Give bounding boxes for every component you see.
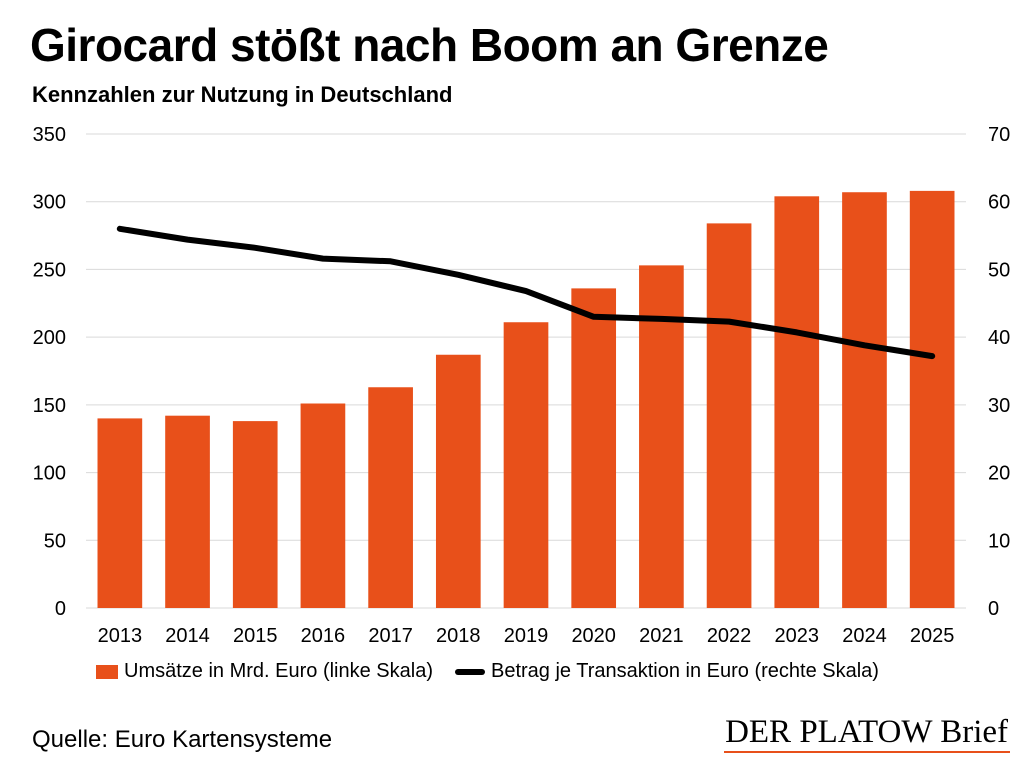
bar-2013 bbox=[97, 418, 143, 608]
x-tick-label: 2023 bbox=[775, 625, 820, 647]
line-series bbox=[116, 225, 936, 360]
x-tick-label: 2013 bbox=[98, 625, 143, 647]
right-tick-label: 20 bbox=[988, 463, 1010, 485]
line-point-2013 bbox=[119, 228, 121, 230]
bar-2017 bbox=[368, 387, 413, 608]
bar-series bbox=[97, 190, 955, 608]
bar-2024 bbox=[842, 192, 887, 608]
line-point-2020 bbox=[593, 316, 595, 318]
left-tick-label: 150 bbox=[33, 395, 66, 417]
line-point-2015 bbox=[254, 247, 256, 249]
line-point-2022 bbox=[728, 321, 730, 323]
legend-swatch-bar bbox=[96, 664, 118, 679]
right-tick-label: 0 bbox=[988, 598, 999, 620]
x-tick-label: 2014 bbox=[165, 625, 210, 647]
bar-2020 bbox=[571, 288, 617, 608]
right-tick-label: 40 bbox=[988, 327, 1010, 349]
line-point-2014 bbox=[187, 239, 189, 241]
left-axis-ticks: 0 50 100 150 200 250 300 350 bbox=[33, 124, 66, 620]
x-axis-ticks: 2013 2014 2015 2016 2017 2018 2019 2020 2021 2022… bbox=[98, 625, 955, 647]
left-tick-label: 200 bbox=[33, 327, 66, 349]
left-tick-label: 0 bbox=[55, 598, 66, 620]
line-point-2016 bbox=[322, 258, 324, 260]
x-tick-label: 2020 bbox=[571, 625, 616, 647]
bar-2023 bbox=[774, 196, 820, 608]
legend-label-bars: Umsätze in Mrd. Euro (linke Skala) bbox=[124, 660, 433, 682]
chart-title: Girocard stößt nach Boom an Grenze bbox=[30, 19, 829, 71]
x-tick-label: 2017 bbox=[368, 625, 413, 647]
line-point-2018 bbox=[457, 274, 459, 276]
line-point-2023 bbox=[796, 331, 798, 333]
chart-subtitle: Kennzahlen zur Nutzung in Deutschland bbox=[32, 82, 453, 107]
legend: Umsätze in Mrd. Euro (linke Skala) Betra… bbox=[96, 660, 901, 683]
x-tick-label: 2015 bbox=[233, 625, 278, 647]
x-tick-label: 2019 bbox=[504, 625, 549, 647]
x-tick-label: 2022 bbox=[707, 625, 752, 647]
bar-2015 bbox=[232, 421, 278, 608]
right-tick-label: 10 bbox=[988, 530, 1010, 552]
legend-swatch-line bbox=[454, 668, 485, 675]
left-tick-label: 250 bbox=[33, 259, 66, 281]
x-tick-label: 2021 bbox=[639, 625, 684, 647]
line-point-2021 bbox=[660, 318, 662, 320]
right-axis-ticks: 0 10 20 30 40 50 60 70 bbox=[988, 124, 1010, 620]
left-tick-label: 100 bbox=[33, 463, 66, 485]
right-tick-label: 30 bbox=[988, 395, 1010, 417]
left-tick-label: 300 bbox=[33, 192, 66, 214]
x-tick-label: 2024 bbox=[842, 625, 887, 647]
brand-logo: DER PLATOW Brief bbox=[725, 714, 1008, 750]
x-tick-label: 2016 bbox=[301, 625, 346, 647]
bar-2022 bbox=[706, 223, 752, 608]
x-tick-label: 2018 bbox=[436, 625, 481, 647]
bar-2025 bbox=[909, 190, 955, 608]
source-note: Quelle: Euro Kartensysteme bbox=[32, 726, 333, 753]
bar-2016 bbox=[300, 403, 346, 608]
line-point-2025 bbox=[931, 355, 933, 357]
right-tick-label: 60 bbox=[988, 192, 1010, 214]
right-tick-label: 70 bbox=[988, 124, 1010, 146]
x-tick-label: 2025 bbox=[910, 625, 955, 647]
bar-2014 bbox=[165, 415, 210, 608]
legend-label-line: Betrag je Transaktion in Euro (rechte Sk… bbox=[490, 660, 879, 682]
bar-2019 bbox=[503, 322, 549, 608]
legend-item-bars: Umsätze in Mrd. Euro (linke Skala) bbox=[96, 660, 433, 683]
legend-item-line: Betrag je Transaktion in Euro (rechte Sk… bbox=[454, 660, 879, 683]
brand-underline bbox=[724, 751, 1010, 753]
right-tick-label: 50 bbox=[988, 259, 1010, 281]
bar-2018 bbox=[435, 354, 481, 608]
line-point-2024 bbox=[863, 344, 865, 346]
line-point-2017 bbox=[390, 260, 392, 262]
line-point-2019 bbox=[525, 290, 527, 292]
left-tick-label: 50 bbox=[44, 530, 66, 552]
left-tick-label: 350 bbox=[33, 124, 66, 146]
